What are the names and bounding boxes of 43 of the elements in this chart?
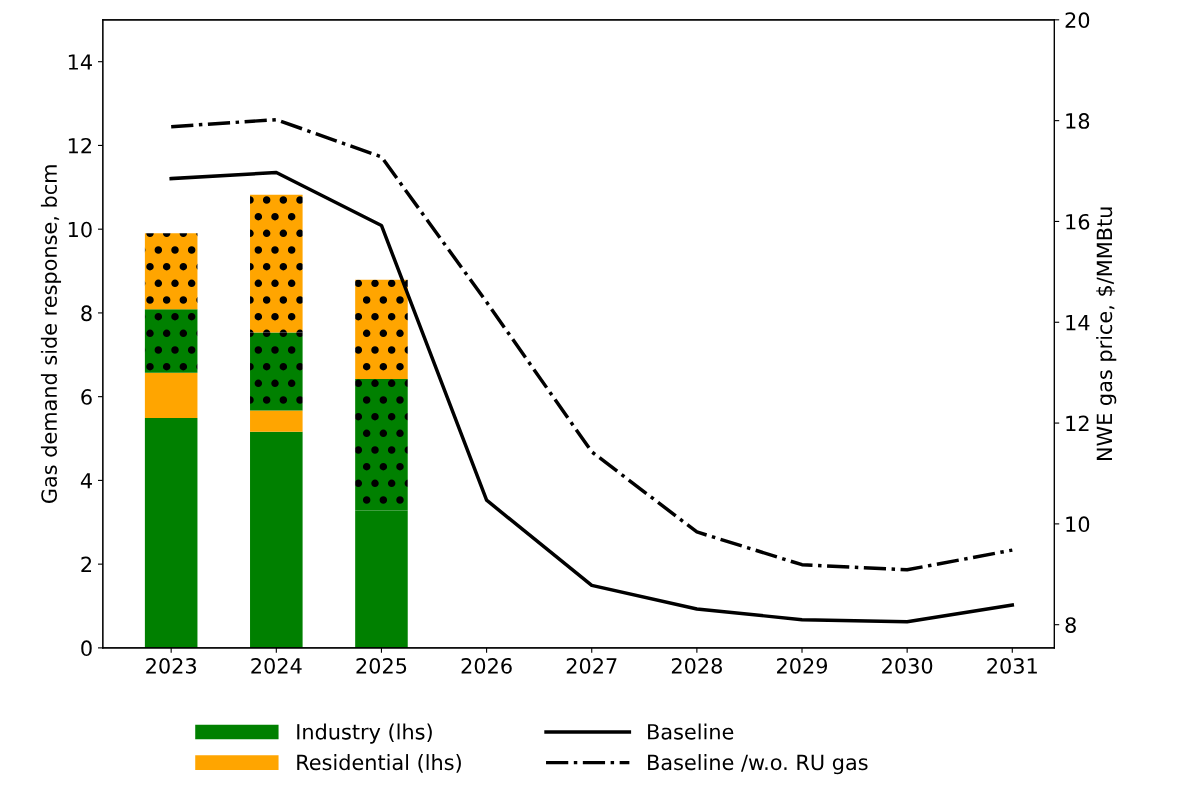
y-axis-title: Gas demand side response, bcm <box>40 165 62 504</box>
line-series <box>169 117 1015 572</box>
y-tick-label: 10 <box>68 221 92 238</box>
bar <box>250 332 303 411</box>
bar <box>250 194 303 333</box>
y-tick-label: 4 <box>80 473 92 489</box>
x-tick-label: 2030 <box>882 657 933 674</box>
y-tick-label: 6 <box>81 389 92 405</box>
legend-label: Baseline /w.o. RU gas <box>648 754 868 775</box>
y2-tick-label: 16 <box>1066 213 1090 230</box>
y-tick-label: 8 <box>81 305 92 322</box>
legend-label: Industry (lhs) <box>297 723 432 744</box>
bar <box>250 410 303 432</box>
y-tick-label: 2 <box>81 556 92 573</box>
x-tick-label: 2025 <box>356 657 407 674</box>
y2-tick-label: 18 <box>1066 113 1090 129</box>
x-tick-label: 2028 <box>671 657 722 674</box>
y2-tick-label: 14 <box>1066 314 1090 331</box>
y-tick-label: 12 <box>68 137 92 154</box>
bar <box>355 379 408 511</box>
y-tick-label: 14 <box>68 54 92 70</box>
x-tick-label: 2024 <box>251 657 302 674</box>
bar <box>250 431 303 648</box>
bar <box>144 309 198 373</box>
y2-tick-label: 12 <box>1066 415 1089 431</box>
bar <box>355 279 408 380</box>
x-tick-label: 2023 <box>146 657 197 674</box>
bar <box>144 372 198 419</box>
bar <box>144 418 198 648</box>
y2-tick-label: 20 <box>1065 12 1090 29</box>
bar <box>144 233 198 310</box>
y2-tick-label: 8 <box>1065 617 1076 633</box>
y2-axis-title: NWE gas price, $/MMBtu <box>1096 207 1117 461</box>
x-tick-label: 2027 <box>566 657 617 674</box>
line-series <box>169 170 1015 624</box>
x-tick-label: 2029 <box>777 657 828 674</box>
x-tick-label: 2026 <box>461 657 512 674</box>
legend-label: Baseline <box>648 723 734 740</box>
x-tick-label: 2031 <box>987 657 1037 674</box>
legend-label: Residential (lhs) <box>297 754 461 773</box>
bar <box>355 510 408 648</box>
y-tick-label: 0 <box>81 640 92 657</box>
y2-tick-label: 10 <box>1066 516 1090 533</box>
